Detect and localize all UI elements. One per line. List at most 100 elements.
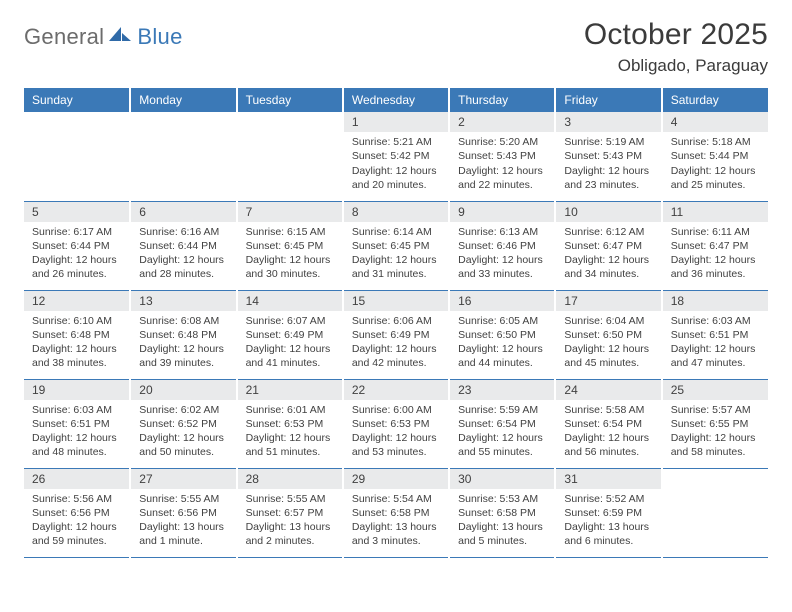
- day-number-bar: 24: [556, 380, 660, 400]
- daylight-text: Daylight: 13 hours and 5 minutes.: [458, 520, 548, 548]
- calendar-cell: 16Sunrise: 6:05 AMSunset: 6:50 PMDayligh…: [449, 290, 555, 379]
- day-number-bar: 1: [344, 112, 448, 132]
- weekday-header-row: SundayMondayTuesdayWednesdayThursdayFrid…: [24, 88, 768, 112]
- day-number-bar: 11: [663, 202, 768, 222]
- calendar-cell: 17 Sunrise: 6:04 AMSunset: 6:50 PMDayligh…: [555, 290, 661, 379]
- sunrise-text: Sunrise: 6:05 AM: [458, 314, 548, 328]
- day-number-bar: 21: [238, 380, 342, 400]
- day-number-bar: 15: [344, 291, 448, 311]
- calendar-cell: 22Sunrise: 6:00 AMSunset: 6:53 PMDayligh…: [343, 379, 449, 468]
- sunrise-text: Sunrise: 5:53 AM: [458, 492, 548, 506]
- sunrise-text: Sunrise: 6:01 AM: [246, 403, 336, 417]
- header: General Blue October 2025 Obligado, Para…: [24, 18, 768, 76]
- sunrise-text: Sunrise: 6:02 AM: [139, 403, 229, 417]
- sunset-text: Sunset: 6:58 PM: [352, 506, 442, 520]
- daylight-text: Daylight: 13 hours and 2 minutes.: [246, 520, 336, 548]
- sunset-text: Sunset: 6:53 PM: [352, 417, 442, 431]
- sunrise-text: Sunrise: 6:04 AM: [564, 314, 654, 328]
- day-number-bar: 17: [556, 291, 660, 311]
- calendar-cell: 8Sunrise: 6:14 AMSunset: 6:45 PMDaylight…: [343, 201, 449, 290]
- sunset-text: Sunset: 6:44 PM: [32, 239, 123, 253]
- sunset-text: Sunset: 5:44 PM: [671, 149, 762, 163]
- weekday-header: Tuesday: [237, 88, 343, 112]
- calendar-cell: 6Sunrise: 6:16 AMSunset: 6:44 PMDaylight…: [130, 201, 236, 290]
- sunset-text: Sunset: 6:54 PM: [458, 417, 548, 431]
- day-number-bar: 7: [238, 202, 342, 222]
- calendar-cell: 29Sunrise: 5:54 AMSunset: 6:58 PMDayligh…: [343, 468, 449, 557]
- calendar-table: SundayMondayTuesdayWednesdayThursdayFrid…: [24, 88, 768, 558]
- sunset-text: Sunset: 6:52 PM: [139, 417, 229, 431]
- sunset-text: Sunset: 6:50 PM: [564, 328, 654, 342]
- daylight-text: Daylight: 12 hours and 55 minutes.: [458, 431, 548, 459]
- sunset-text: Sunset: 6:51 PM: [671, 328, 762, 342]
- daylight-text: Daylight: 12 hours and 45 minutes.: [564, 342, 654, 370]
- sunrise-text: Sunrise: 5:52 AM: [564, 492, 654, 506]
- page-subtitle: Obligado, Paraguay: [584, 56, 768, 76]
- day-number-bar: 16: [450, 291, 554, 311]
- logo-word1: General: [24, 24, 104, 50]
- sunset-text: Sunset: 6:44 PM: [139, 239, 229, 253]
- calendar-cell: 28Sunrise: 5:55 AMSunset: 6:57 PMDayligh…: [237, 468, 343, 557]
- day-number-bar: 3: [556, 112, 660, 132]
- calendar-cell: [130, 112, 236, 201]
- logo-word2: Blue: [137, 24, 182, 50]
- sunset-text: Sunset: 6:49 PM: [352, 328, 442, 342]
- day-number-bar: 25: [663, 380, 768, 400]
- calendar-row: 1Sunrise: 5:21 AMSunset: 5:42 PMDaylight…: [24, 112, 768, 201]
- sunset-text: Sunset: 6:58 PM: [458, 506, 548, 520]
- daylight-text: Daylight: 12 hours and 56 minutes.: [564, 431, 654, 459]
- daylight-text: Daylight: 12 hours and 58 minutes.: [671, 431, 762, 459]
- daylight-text: Daylight: 12 hours and 38 minutes.: [32, 342, 123, 370]
- day-number-bar: 31: [556, 469, 660, 489]
- calendar-cell: 3Sunrise: 5:19 AMSunset: 5:43 PMDaylight…: [555, 112, 661, 201]
- logo-sail-icon: [107, 25, 135, 45]
- sunrise-text: Sunrise: 6:17 AM: [32, 225, 123, 239]
- calendar-cell: 7Sunrise: 6:15 AMSunset: 6:45 PMDaylight…: [237, 201, 343, 290]
- sunrise-text: Sunrise: 5:20 AM: [458, 135, 548, 149]
- sunset-text: Sunset: 5:43 PM: [458, 149, 548, 163]
- calendar-row: 19Sunrise: 6:03 AMSunset: 6:51 PMDayligh…: [24, 379, 768, 468]
- sunrise-text: Sunrise: 5:56 AM: [32, 492, 123, 506]
- calendar-body: 1Sunrise: 5:21 AMSunset: 5:42 PMDaylight…: [24, 112, 768, 557]
- daylight-text: Daylight: 13 hours and 1 minute.: [139, 520, 229, 548]
- sunrise-text: Sunrise: 6:00 AM: [352, 403, 442, 417]
- day-number-bar: 12: [24, 291, 129, 311]
- daylight-text: Daylight: 12 hours and 48 minutes.: [32, 431, 123, 459]
- sunrise-text: Sunrise: 6:13 AM: [458, 225, 548, 239]
- day-number-bar: 26: [24, 469, 129, 489]
- sunrise-text: Sunrise: 6:03 AM: [671, 314, 762, 328]
- calendar-cell: 15 Sunrise: 6:06 AMSunset: 6:49 PMDayligh…: [343, 290, 449, 379]
- daylight-text: Daylight: 12 hours and 22 minutes.: [458, 164, 548, 192]
- calendar-cell: 20Sunrise: 6:02 AMSunset: 6:52 PMDayligh…: [130, 379, 236, 468]
- sunrise-text: Sunrise: 6:12 AM: [564, 225, 654, 239]
- calendar-cell: 30Sunrise: 5:53 AMSunset: 6:58 PMDayligh…: [449, 468, 555, 557]
- weekday-header: Friday: [555, 88, 661, 112]
- calendar-cell: 12Sunrise: 6:10 AMSunset: 6:48 PMDayligh…: [24, 290, 130, 379]
- calendar-cell: 10Sunrise: 6:12 AMSunset: 6:47 PMDayligh…: [555, 201, 661, 290]
- daylight-text: Daylight: 12 hours and 34 minutes.: [564, 253, 654, 281]
- page-title: October 2025: [584, 18, 768, 52]
- calendar-cell: 11Sunrise: 6:11 AMSunset: 6:47 PMDayligh…: [662, 201, 768, 290]
- day-number-bar: 23: [450, 380, 554, 400]
- daylight-text: Daylight: 12 hours and 36 minutes.: [671, 253, 762, 281]
- sunrise-text: Sunrise: 6:15 AM: [246, 225, 336, 239]
- sunrise-text: Sunrise: 6:03 AM: [32, 403, 123, 417]
- sunset-text: Sunset: 5:43 PM: [564, 149, 654, 163]
- sunset-text: Sunset: 6:55 PM: [671, 417, 762, 431]
- day-number-bar: 28: [238, 469, 342, 489]
- calendar-cell: 9Sunrise: 6:13 AMSunset: 6:46 PMDaylight…: [449, 201, 555, 290]
- calendar-row: 26Sunrise: 5:56 AMSunset: 6:56 PMDayligh…: [24, 468, 768, 557]
- daylight-text: Daylight: 12 hours and 41 minutes.: [246, 342, 336, 370]
- sunrise-text: Sunrise: 5:19 AM: [564, 135, 654, 149]
- sunset-text: Sunset: 6:48 PM: [139, 328, 229, 342]
- weekday-header: Saturday: [662, 88, 768, 112]
- calendar-cell: 5Sunrise: 6:17 AMSunset: 6:44 PMDaylight…: [24, 201, 130, 290]
- calendar-cell: 31Sunrise: 5:52 AMSunset: 6:59 PMDayligh…: [555, 468, 661, 557]
- sunrise-text: Sunrise: 6:06 AM: [352, 314, 442, 328]
- day-number-bar: [663, 469, 768, 489]
- sunset-text: Sunset: 6:48 PM: [32, 328, 123, 342]
- logo: General Blue: [24, 24, 183, 50]
- calendar-cell: 19Sunrise: 6:03 AMSunset: 6:51 PMDayligh…: [24, 379, 130, 468]
- sunrise-text: Sunrise: 5:18 AM: [671, 135, 762, 149]
- daylight-text: Daylight: 12 hours and 42 minutes.: [352, 342, 442, 370]
